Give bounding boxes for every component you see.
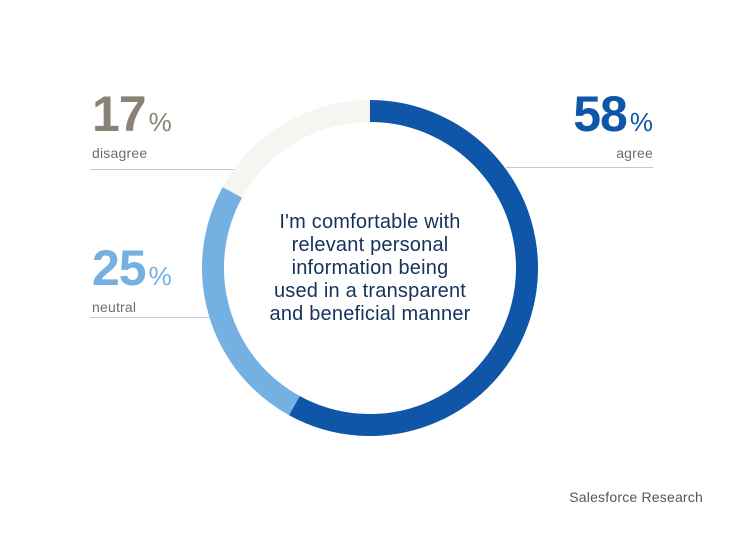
donut-center: I'm comfortable with relevant personal i… [230, 128, 510, 408]
donut-chart: I'm comfortable with relevant personal i… [202, 100, 538, 436]
stat-neutral: 25% neutral [92, 243, 172, 315]
agree-label: agree [616, 145, 653, 161]
disagree-percent-sign: % [148, 107, 172, 137]
neutral-percent-sign: % [148, 261, 172, 291]
disagree-label: disagree [92, 145, 148, 161]
neutral-connector-line [90, 317, 218, 318]
agree-percent-sign: % [629, 107, 653, 137]
donut-segment-agree [289, 100, 538, 436]
agree-connector-line [506, 167, 653, 168]
disagree-value: 17% [92, 89, 172, 139]
agree-value: 58% [573, 89, 653, 139]
neutral-number: 25 [92, 240, 147, 296]
neutral-label: neutral [92, 299, 137, 315]
survey-statement: I'm comfortable with relevant personal i… [269, 210, 471, 325]
disagree-number: 17 [92, 86, 147, 142]
neutral-value: 25% [92, 243, 172, 293]
stat-disagree: 17% disagree [92, 89, 172, 161]
source-attribution: Salesforce Research [569, 489, 703, 505]
disagree-connector-line [90, 169, 242, 170]
donut-chart-svg [202, 100, 538, 436]
agree-number: 58 [573, 86, 628, 142]
donut-segment-neutral [202, 187, 300, 416]
stat-agree: 58% agree [573, 89, 653, 161]
donut-segment-disagree [222, 100, 371, 198]
